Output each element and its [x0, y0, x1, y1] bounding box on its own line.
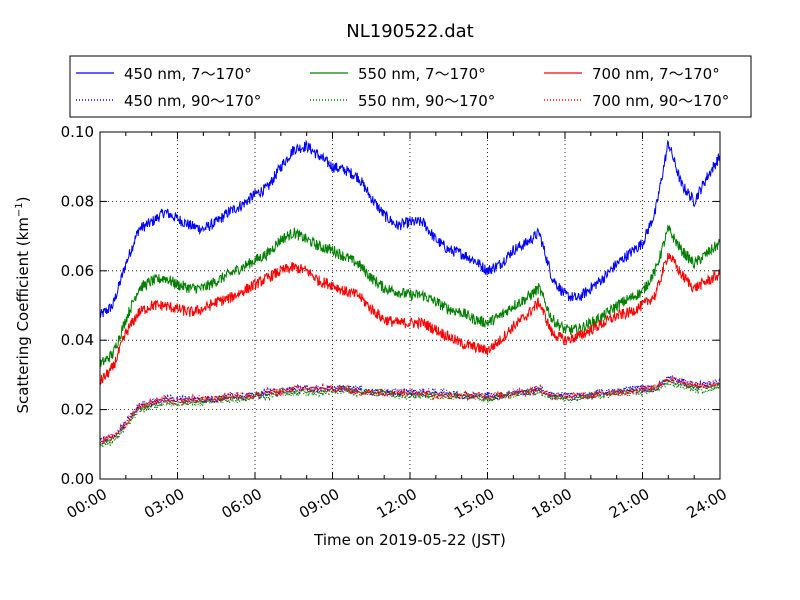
y-tick-label: 0.06: [61, 262, 94, 280]
legend-label: 700 nm, 90～170°: [592, 92, 729, 110]
y-axis-label: Scattering Coefficient (km−1): [14, 196, 32, 413]
chart-title: NL190522.dat: [346, 21, 473, 42]
y-axis-label-superscript: −1: [14, 202, 25, 217]
y-axis-label-text: Scattering Coefficient (km: [14, 217, 32, 413]
series-line-2: [99, 224, 721, 370]
y-tick-label: 0.10: [61, 123, 94, 141]
y-axis-label-end: ): [14, 196, 32, 202]
legend-label: 700 nm, 7～170°: [592, 65, 720, 83]
legend-label: 450 nm, 7～170°: [124, 65, 252, 83]
y-tick-label: 0.02: [61, 401, 94, 419]
grid: [100, 132, 720, 479]
y-tick-label: 0.04: [61, 331, 94, 349]
series-line-3: [99, 252, 721, 386]
legend: 450 nm, 7～170° 550 nm, 7～170° 700 nm, 7～17…: [69, 55, 752, 118]
series-layer: [99, 139, 721, 450]
series-line-5: [99, 377, 721, 450]
y-tick-label: 0.08: [61, 192, 94, 210]
series-line-1: [99, 139, 721, 318]
x-axis-label: Time on 2019-05-22 (JST): [313, 531, 506, 549]
series-line-6: [99, 374, 721, 444]
legend-label: 550 nm, 90～170°: [358, 92, 495, 110]
legend-label: 550 nm, 7～170°: [358, 65, 486, 83]
legend-box: [69, 55, 752, 118]
legend-label: 450 nm, 90～170°: [124, 92, 261, 110]
y-tick-label: 0.00: [61, 470, 94, 488]
